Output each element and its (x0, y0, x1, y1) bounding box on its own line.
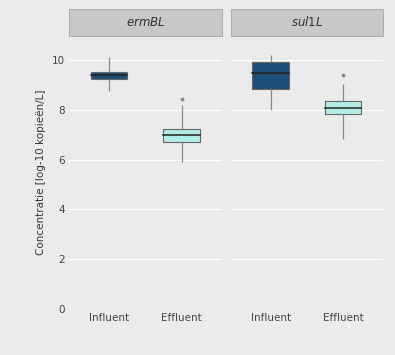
Bar (91, 71, 127, 79)
Bar (164, 129, 200, 142)
Text: $\it{ermBL}$: $\it{ermBL}$ (126, 16, 165, 29)
Bar (325, 102, 361, 114)
Y-axis label: Concentratie [log-10 kopieën/L]: Concentratie [log-10 kopieën/L] (36, 89, 46, 255)
Bar (252, 62, 289, 89)
Text: $\it{sul1L}$: $\it{sul1L}$ (291, 15, 323, 29)
